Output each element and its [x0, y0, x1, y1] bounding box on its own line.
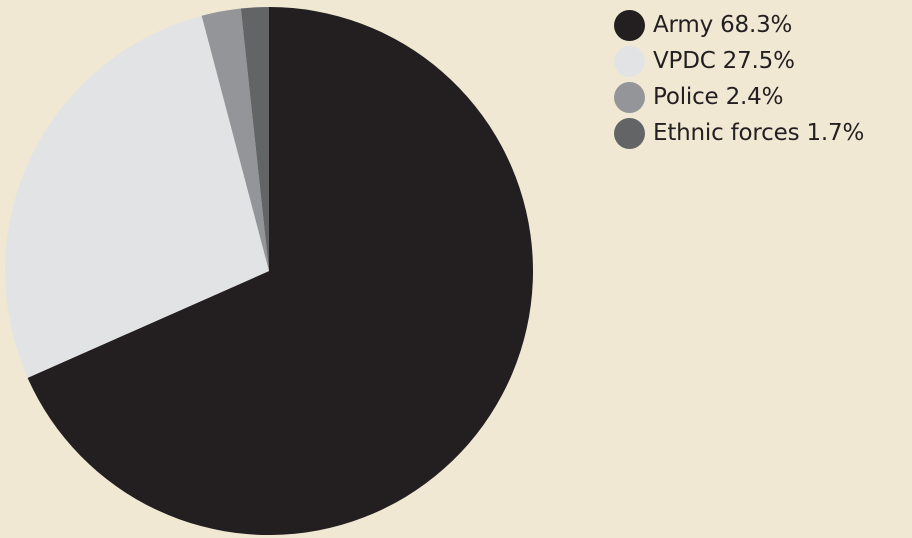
pie-slice-ethnic-forces — [240, 7, 269, 271]
legend: Army 68.3% VPDC 27.5% Police 2.4% Ethnic… — [614, 8, 864, 152]
pie-slice-vpdc — [5, 15, 269, 378]
legend-swatch-army — [614, 9, 645, 41]
legend-swatch-ethnic-forces — [614, 117, 645, 149]
legend-swatch-vpdc — [614, 45, 645, 77]
legend-label-vpdc: VPDC 27.5% — [653, 48, 795, 74]
legend-item-vpdc: VPDC 27.5% — [614, 44, 864, 78]
legend-label-ethnic-forces: Ethnic forces 1.7% — [653, 120, 865, 146]
legend-item-ethnic-forces: Ethnic forces 1.7% — [614, 116, 864, 150]
legend-item-army: Army 68.3% — [614, 8, 864, 42]
legend-swatch-police — [614, 81, 645, 113]
legend-label-army: Army 68.3% — [653, 12, 793, 38]
legend-label-police: Police 2.4% — [653, 84, 784, 110]
pie-slice-police — [201, 8, 269, 271]
pie-slice-army — [27, 7, 534, 535]
legend-item-police: Police 2.4% — [614, 80, 864, 114]
